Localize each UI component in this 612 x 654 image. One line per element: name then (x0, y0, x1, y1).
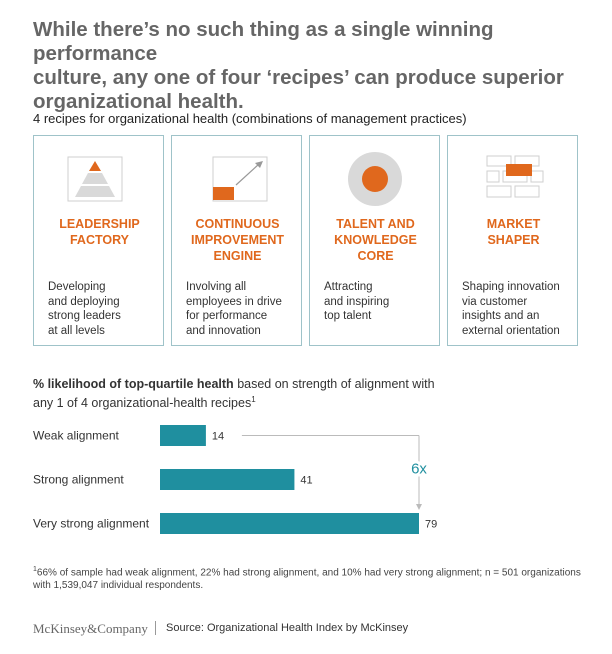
recipe-title: MARKET SHAPER (486, 217, 541, 247)
chart-title-footnote-marker: 1 (251, 395, 256, 404)
bar-value-label: 79 (425, 519, 437, 531)
bar-category-label: Very strong alignment (33, 517, 150, 531)
chart-title-rest: based on strength of alignment with (237, 377, 435, 391)
bar (160, 513, 419, 534)
recipe-card-leadership-factory: LEADERSHIP FACTORY Developing and deploy… (33, 135, 164, 346)
bar-category-label: Strong alignment (33, 473, 124, 487)
recipes-subhead: 4 recipes for organizational health (com… (33, 111, 467, 126)
footnote-marker: 1 (33, 566, 37, 573)
market-grid-icon (486, 155, 544, 198)
recipe-title: LEADERSHIP FACTORY (59, 217, 140, 247)
footnote: 166% of sample had weak alignment, 22% h… (33, 563, 583, 592)
headline-line-1: While there’s no such thing as a single … (33, 18, 494, 65)
recipe-description: Involving all employees in drive for per… (186, 281, 282, 337)
bar (160, 425, 206, 446)
headline-line-2: culture, any one of four ‘recipes’ can p… (33, 66, 564, 89)
recipe-description: Shaping innovation via customer insights… (462, 281, 560, 337)
bar (160, 469, 295, 490)
footer: McKinsey&Company Source: Organizational … (33, 620, 593, 638)
recipe-description: Developing and deploying strong leaders … (48, 281, 121, 337)
pyramid-icon (67, 156, 123, 202)
growth-arrow-icon (212, 156, 268, 202)
core-circle-icon (348, 152, 402, 206)
footnote-text: 66% of sample had weak alignment, 22% ha… (33, 567, 581, 592)
multiplier-annotation: 6x (411, 460, 427, 477)
recipe-card-market-shaper: MARKET SHAPER Shaping innovation via cus… (447, 135, 578, 346)
comparison-arrowhead (416, 504, 422, 510)
chart-title-bold: % likelihood of top-quartile health (33, 377, 234, 391)
recipe-card-continuous-improvement-engine: CONTINUOUS IMPROVEMENT ENGINE Involving … (171, 135, 302, 346)
recipe-description: Attracting and inspiring top talent (324, 281, 390, 322)
alignment-bar-chart: Weak alignment 14 Strong alignment 41 Very s… (33, 425, 437, 534)
recipes-row: LEADERSHIP FACTORY Developing and deploy… (33, 135, 579, 346)
recipe-card-talent-and-knowledge-core: TALENT AND KNOWLEDGE CORE Attracting and… (309, 135, 440, 346)
recipe-title: TALENT AND KNOWLEDGE CORE (334, 217, 417, 263)
bar-category-label: Weak alignment (33, 429, 119, 443)
chart-title: % likelihood of top-quartile health base… (33, 376, 593, 411)
headline: While there’s no such thing as a single … (33, 18, 593, 114)
footer-divider (155, 621, 156, 635)
source-text: Source: Organizational Health Index by M… (166, 622, 409, 634)
bar-value-label: 14 (212, 431, 224, 443)
headline-line-3: organizational health. (33, 90, 244, 113)
mckinsey-logo: McKinsey&Company (33, 621, 148, 636)
chart-title-line-2: any 1 of 4 organizational-health recipes (33, 396, 252, 411)
bar-value-label: 41 (300, 475, 312, 487)
recipe-title: CONTINUOUS IMPROVEMENT ENGINE (190, 217, 285, 263)
